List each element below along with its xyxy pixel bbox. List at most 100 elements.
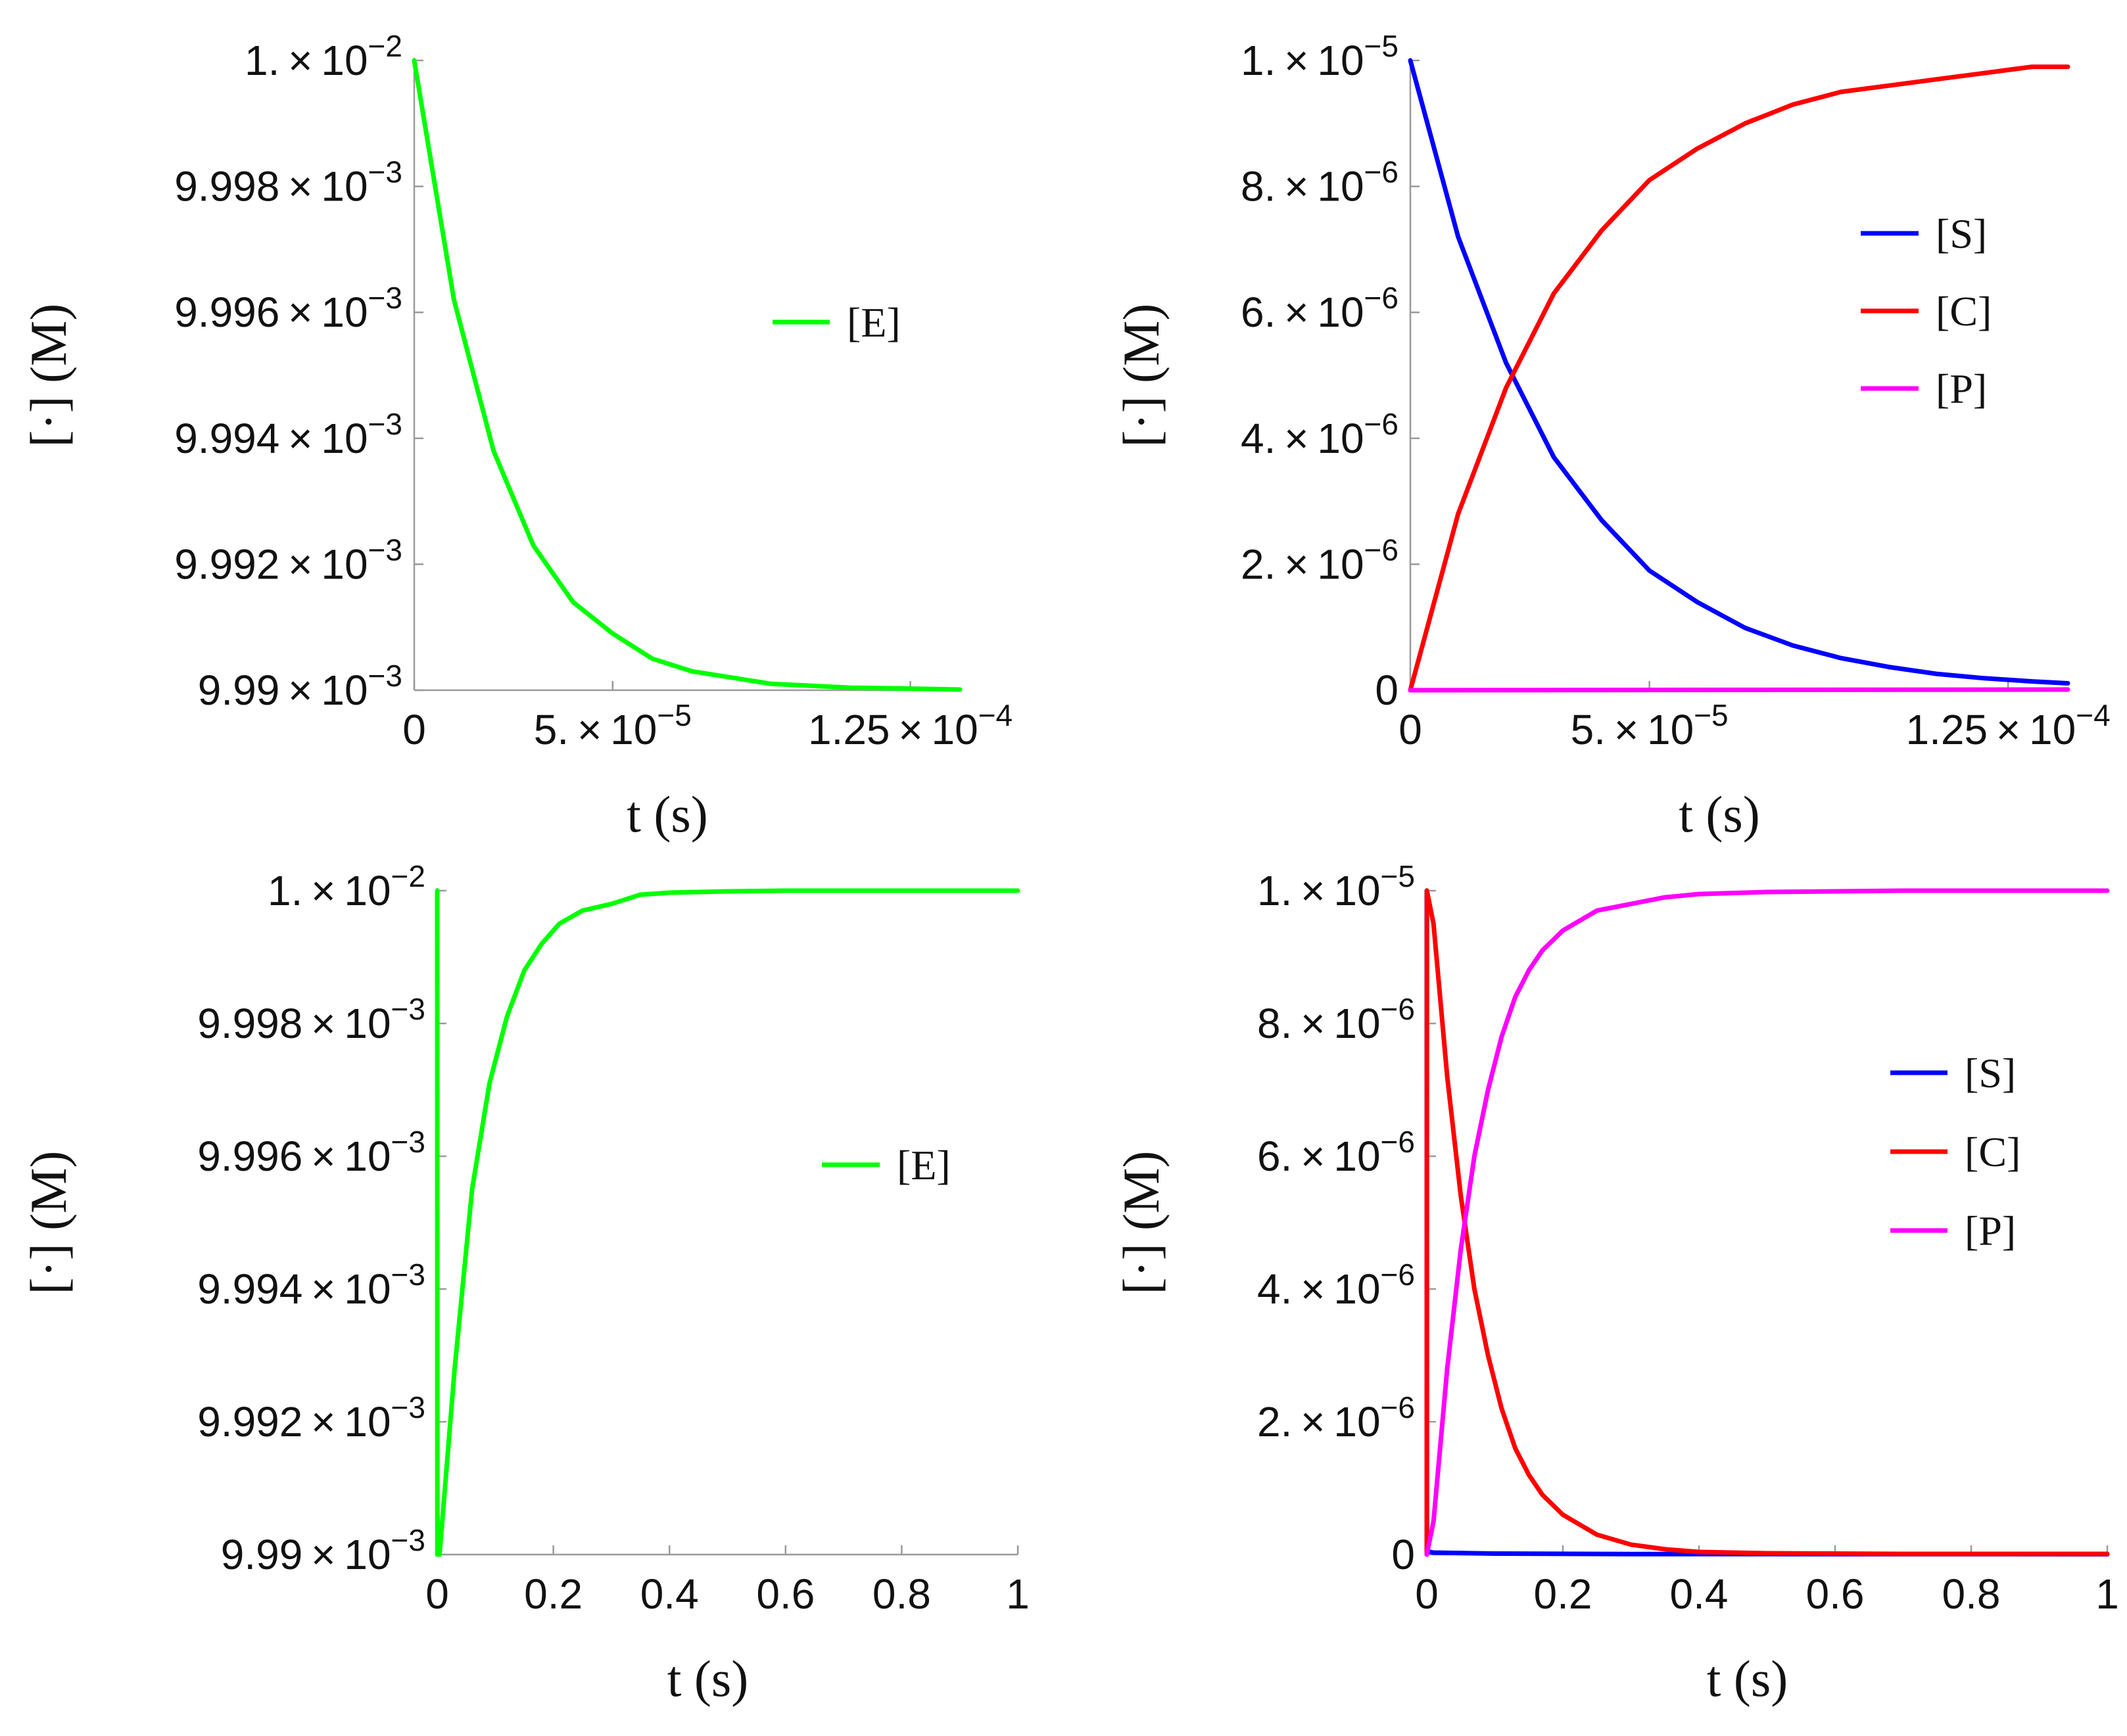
y-tick-label: 9.996 × 10−3 bbox=[197, 1125, 425, 1180]
x-tick-label-mantissa: 5. × 10 bbox=[534, 706, 657, 753]
y-tick-label-exponent: −3 bbox=[368, 659, 402, 693]
y-tick-label: 9.992 × 10−3 bbox=[174, 532, 402, 588]
y-tick-label: 8. × 10−6 bbox=[1257, 992, 1415, 1047]
x-tick-label-mantissa: 0.6 bbox=[1806, 1570, 1865, 1618]
x-tick-label-exponent: −4 bbox=[978, 698, 1013, 732]
x-tick-label: 0 bbox=[1415, 1570, 1439, 1618]
x-tick-label: 1 bbox=[2095, 1570, 2119, 1618]
y-tick-label: 4. × 10−6 bbox=[1257, 1257, 1415, 1313]
x-tick-label-mantissa: 0.6 bbox=[756, 1570, 815, 1618]
x-tick-label: 0 bbox=[425, 1570, 449, 1618]
y-tick-label-mantissa: 9.998 × 10 bbox=[174, 163, 368, 210]
y-axis-title: [·] (M) bbox=[1112, 1151, 1170, 1295]
x-tick-label-mantissa: 1.25 × 10 bbox=[808, 706, 978, 753]
y-tick-label-mantissa: 1. × 10 bbox=[1257, 867, 1381, 914]
y-tick-label-mantissa: 9.99 × 10 bbox=[198, 667, 368, 714]
y-tick-label: 0 bbox=[1391, 1531, 1415, 1578]
series-line-s bbox=[1408, 58, 2070, 686]
x-tick-label-exponent: −4 bbox=[2076, 698, 2110, 732]
series-line-e bbox=[412, 58, 963, 692]
x-axis-title: t (s) bbox=[1707, 1650, 1788, 1707]
x-tick-label: 0.2 bbox=[1534, 1570, 1592, 1618]
legend-label: [P] bbox=[1965, 1208, 2016, 1254]
legend: [E] bbox=[822, 1142, 951, 1188]
y-tick-label-mantissa: 9.992 × 10 bbox=[197, 1398, 391, 1445]
y-tick-label-exponent: −3 bbox=[368, 281, 402, 315]
y-tick-label-mantissa: 1. × 10 bbox=[1241, 37, 1364, 84]
y-tick-label-mantissa: 0 bbox=[1391, 1531, 1415, 1578]
x-tick-label: 0.6 bbox=[1806, 1570, 1865, 1618]
x-tick-label-mantissa: 0 bbox=[1398, 706, 1422, 753]
x-axis-title: t (s) bbox=[627, 786, 707, 843]
y-tick-label-exponent: −3 bbox=[368, 155, 402, 189]
y-tick-label: 6. × 10−6 bbox=[1257, 1125, 1415, 1180]
y-tick-label-exponent: −6 bbox=[1381, 1125, 1415, 1159]
y-tick-label-exponent: −3 bbox=[391, 992, 425, 1026]
series-line-c bbox=[1408, 64, 2070, 693]
y-tick-label-mantissa: 4. × 10 bbox=[1241, 415, 1364, 462]
y-tick-label: 1. × 10−2 bbox=[245, 29, 402, 84]
y-tick-label-exponent: −3 bbox=[391, 1257, 425, 1292]
x-tick-label-mantissa: 0 bbox=[1415, 1570, 1439, 1618]
x-tick-label: 1.25 × 10−4 bbox=[1905, 698, 2110, 753]
legend-label: [S] bbox=[1965, 1050, 2016, 1096]
x-tick-label-mantissa: 0 bbox=[425, 1570, 449, 1618]
y-tick-label-mantissa: 9.996 × 10 bbox=[197, 1133, 391, 1180]
legend: [S] [C] [P] bbox=[1890, 1050, 2020, 1254]
y-tick-label-mantissa: 2. × 10 bbox=[1241, 540, 1364, 588]
x-axis-title: t (s) bbox=[667, 1650, 748, 1707]
x-tick-label: 1.25 × 10−4 bbox=[808, 698, 1013, 753]
series-line-e bbox=[435, 888, 1020, 1557]
y-tick-label-exponent: −2 bbox=[391, 859, 425, 893]
y-tick-label-mantissa: 9.994 × 10 bbox=[197, 1265, 391, 1313]
y-axis-title: [·] (M) bbox=[1112, 304, 1170, 448]
x-tick-label-mantissa: 0.4 bbox=[1670, 1570, 1729, 1618]
x-tick-label-mantissa: 5. × 10 bbox=[1571, 706, 1694, 753]
x-tick-label-mantissa: 0.8 bbox=[1942, 1570, 2001, 1618]
y-tick-label: 1. × 10−2 bbox=[268, 859, 425, 914]
x-tick-label-mantissa: 0 bbox=[402, 706, 426, 753]
y-tick-label: 2. × 10−6 bbox=[1257, 1390, 1415, 1445]
y-tick-label-mantissa: 9.992 × 10 bbox=[174, 540, 368, 588]
chart-panel-top-right: 0 5. × 10 −5 1.25 × 10−4 0 2. × 10 −6 4. × 10−6… bbox=[1112, 29, 2111, 843]
y-tick-label: 1. × 10−5 bbox=[1241, 29, 1398, 84]
y-tick-label-exponent: −6 bbox=[1364, 281, 1398, 315]
x-tick-label: 0 bbox=[402, 706, 426, 753]
legend-label: [C] bbox=[1965, 1129, 2020, 1175]
x-axis-title: t (s) bbox=[1679, 786, 1759, 843]
x-tick-label: 0.8 bbox=[872, 1570, 931, 1618]
y-tick-label-mantissa: 0 bbox=[1375, 667, 1398, 714]
y-tick-label: 9.998 × 10−3 bbox=[174, 155, 402, 210]
x-tick-label: 1 bbox=[1006, 1570, 1030, 1618]
legend-label: [C] bbox=[1936, 288, 1992, 335]
y-tick-label: 8. × 10−6 bbox=[1241, 155, 1398, 210]
y-tick-label-mantissa: 9.99 × 10 bbox=[221, 1531, 391, 1578]
y-tick-label: 9.998 × 10−3 bbox=[197, 992, 425, 1047]
legend: [S] [C] [P] bbox=[1861, 210, 1992, 412]
x-tick-label: 0.4 bbox=[1670, 1570, 1729, 1618]
y-tick-label-mantissa: 6. × 10 bbox=[1257, 1133, 1381, 1180]
y-tick-label: 9.992 × 10−3 bbox=[197, 1390, 425, 1445]
y-tick-label: 9.99 × 10−3 bbox=[198, 659, 402, 714]
y-tick-label-mantissa: 9.998 × 10 bbox=[197, 1000, 391, 1047]
y-tick-label-mantissa: 8. × 10 bbox=[1241, 163, 1364, 210]
legend-label: [E] bbox=[847, 299, 901, 346]
y-tick-label: 6. × 10−6 bbox=[1241, 281, 1398, 336]
y-tick-label-mantissa: 1. × 10 bbox=[268, 867, 391, 914]
y-tick-label-exponent: −3 bbox=[368, 407, 402, 441]
y-tick-label-exponent: −6 bbox=[1381, 1390, 1415, 1424]
y-tick-label: 4. × 10−6 bbox=[1241, 407, 1398, 462]
x-tick-label-mantissa: 0.8 bbox=[872, 1570, 931, 1618]
y-tick-label-mantissa: 9.996 × 10 bbox=[174, 289, 368, 336]
y-tick-label-exponent: −5 bbox=[1364, 29, 1398, 63]
y-tick-label-mantissa: 6. × 10 bbox=[1241, 289, 1364, 336]
legend-label: [P] bbox=[1936, 365, 1987, 412]
y-tick-label-exponent: −3 bbox=[391, 1125, 425, 1159]
y-tick-label-mantissa: 9.994 × 10 bbox=[174, 415, 368, 462]
x-tick-label: 0.6 bbox=[756, 1570, 815, 1618]
x-tick-label: 0.8 bbox=[1942, 1570, 2001, 1618]
chart-panel-bottom-right: 0 0.2 0.4 0.6 0.8 1 0 2. × 10−6 4. × 10−6 6. × 10… bbox=[1112, 859, 2119, 1707]
x-tick-label: 0.4 bbox=[640, 1570, 699, 1618]
x-tick-label-mantissa: 1 bbox=[2095, 1570, 2119, 1618]
